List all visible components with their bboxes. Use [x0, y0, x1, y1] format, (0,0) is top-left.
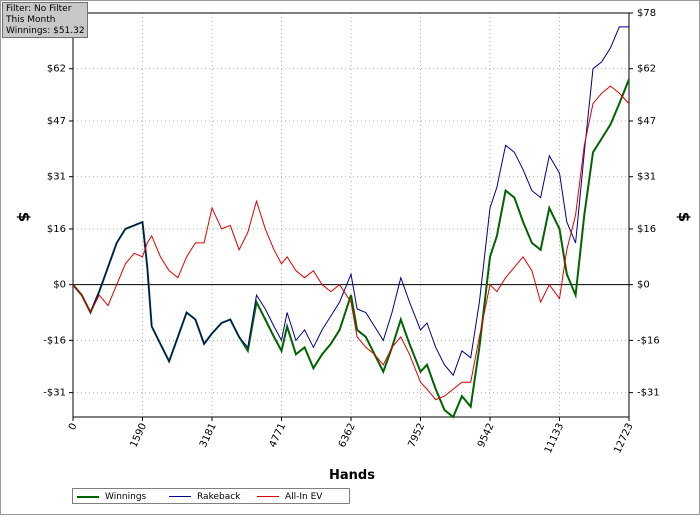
y-tick-label-left: $16	[47, 224, 66, 235]
x-tick-label: 4771	[267, 422, 288, 450]
y-tick-label-left: $47	[47, 116, 66, 127]
x-tick-label: 11133	[543, 422, 566, 455]
y-tick-label-left: $0	[53, 280, 66, 291]
legend-label-winnings: Winnings	[105, 491, 147, 502]
y-tick-label-right: $78	[637, 8, 656, 19]
series-line-all-in-ev	[72, 85, 630, 401]
x-tick-label: 6362	[337, 422, 358, 450]
legend-swatch-rakeback	[169, 496, 191, 497]
y-tick-label-right: $62	[637, 64, 656, 75]
y-tick-label-left: -$16	[43, 335, 66, 346]
y-axis-label-right: $	[675, 212, 693, 222]
legend-item-rakeback: Rakeback	[169, 491, 240, 502]
x-tick-label: 1590	[128, 422, 149, 450]
y-tick-label-left: $31	[47, 172, 66, 183]
y-axis-label-left: $	[15, 212, 33, 222]
x-tick-label: 12723	[612, 422, 635, 455]
x-tick-label: 0	[67, 422, 80, 432]
axis-layer	[69, 12, 633, 421]
legend-item-allin-ev: All-In EV	[257, 491, 322, 502]
winnings-total-text: Winnings: $51.32	[6, 26, 85, 36]
y-tick-label-right: $47	[637, 116, 656, 127]
label-layer: $78$78$62$62$47$47$31$31$16$16$0$0-$16-$…	[43, 8, 659, 455]
y-tick-label-right: -$16	[637, 335, 660, 346]
series-line-rakeback	[72, 26, 629, 377]
filter-text: Filter: No Filter	[6, 4, 72, 14]
legend-label-allin-ev: All-In EV	[285, 491, 323, 502]
x-tick-label: 3181	[198, 422, 219, 450]
series-layer	[72, 26, 630, 419]
x-tick-label: 9542	[476, 422, 497, 450]
legend-item-winnings: Winnings	[77, 491, 146, 502]
y-tick-label-right: $0	[637, 280, 650, 291]
legend: Winnings Rakeback All-In EV	[72, 488, 350, 504]
y-tick-label-right: $16	[637, 224, 656, 235]
x-axis-label: Hands	[329, 468, 375, 483]
period-text: This Month	[6, 15, 56, 25]
y-tick-label-right: $31	[637, 172, 656, 183]
y-tick-label-left: $62	[47, 64, 66, 75]
legend-swatch-winnings	[77, 495, 99, 498]
legend-swatch-allin-ev	[257, 496, 279, 497]
y-tick-label-right: -$31	[637, 388, 660, 399]
filter-info-box: Filter: No Filter This Month Winnings: $…	[2, 2, 88, 38]
x-tick-label: 7952	[406, 422, 427, 450]
legend-label-rakeback: Rakeback	[197, 491, 241, 502]
y-tick-label-left: -$31	[43, 388, 66, 399]
grid-layer	[73, 12, 629, 417]
